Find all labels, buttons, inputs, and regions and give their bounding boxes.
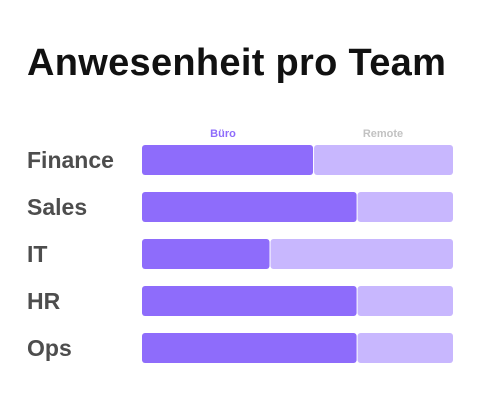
legend-label-buero: Büro — [210, 128, 236, 140]
bar-finance-buero — [142, 145, 314, 175]
bar-group: Finance Sales IT HR Ops — [27, 145, 453, 363]
category-label-it: IT — [27, 241, 47, 267]
category-label-ops: Ops — [27, 335, 72, 361]
bar-finance-remote — [314, 145, 453, 175]
chart-title: Anwesenheit pro Team — [27, 42, 447, 84]
bar-sales-remote — [357, 192, 453, 222]
chart-legend: Büro Remote — [210, 128, 403, 140]
category-label-finance: Finance — [27, 147, 114, 173]
bar-it-buero — [142, 239, 270, 269]
bar-it-remote — [270, 239, 453, 269]
category-label-sales: Sales — [27, 194, 87, 220]
bar-ops-remote — [357, 333, 453, 363]
legend-label-remote: Remote — [363, 128, 403, 140]
bar-hr-buero — [142, 286, 357, 316]
bar-sales-buero — [142, 192, 357, 222]
category-label-hr: HR — [27, 288, 61, 314]
bar-ops-buero — [142, 333, 357, 363]
bar-hr-remote — [357, 286, 453, 316]
